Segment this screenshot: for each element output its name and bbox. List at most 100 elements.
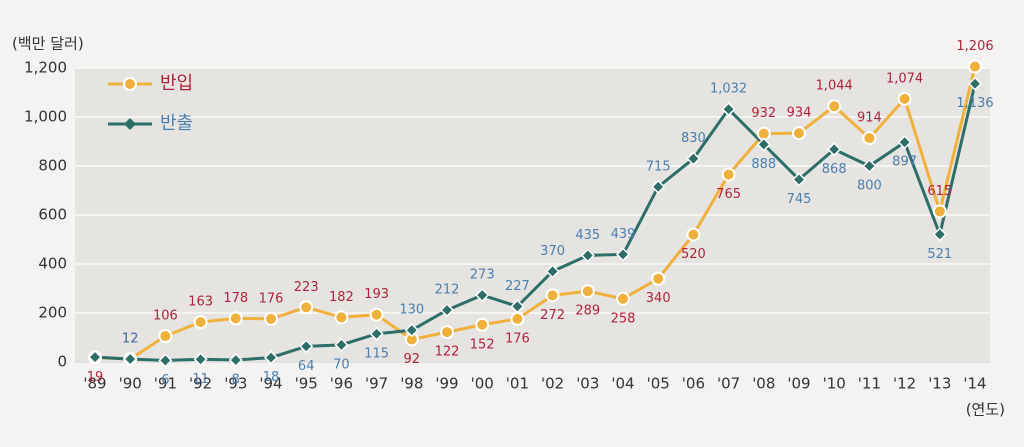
value-label: 520 (681, 247, 706, 262)
point (369, 326, 384, 341)
value-label: 130 (399, 303, 424, 318)
x-tick-label: '99 (435, 375, 458, 393)
point (510, 299, 525, 314)
value-label: 152 (470, 337, 495, 352)
point (193, 352, 208, 367)
value-label: 8 (232, 373, 240, 388)
legend-label: 반출 (160, 113, 193, 134)
value-label: 830 (681, 131, 706, 146)
point (721, 102, 736, 117)
value-label: 715 (646, 159, 671, 174)
point (228, 352, 243, 368)
value-label: 439 (611, 227, 636, 242)
x-tick-label: '94 (259, 375, 282, 393)
value-label: 70 (333, 357, 350, 372)
value-label: 176 (505, 331, 530, 346)
legend-marker (123, 77, 137, 91)
x-tick-label: '13 (928, 375, 951, 393)
x-tick-label: '06 (682, 375, 705, 393)
value-label: 12 (122, 332, 139, 347)
point (123, 351, 138, 367)
x-tick-label: '93 (224, 375, 247, 393)
point (369, 307, 384, 322)
point (932, 227, 947, 242)
value-label: 92 (404, 352, 421, 367)
point (967, 76, 983, 91)
value-label: 18 (263, 370, 280, 385)
point (299, 300, 314, 315)
value-label: 227 (505, 279, 530, 294)
x-tick-label: '03 (576, 375, 599, 393)
point (862, 158, 877, 174)
point (264, 311, 278, 326)
x-tick-label: '08 (752, 375, 775, 393)
x-tick-label: '10 (823, 375, 846, 393)
value-label: 106 (153, 309, 178, 324)
point (475, 288, 490, 303)
y-tick-label: 0 (57, 353, 67, 371)
value-label: 1,136 (956, 96, 993, 111)
point (545, 264, 560, 279)
y-tick-label: 1,000 (24, 108, 67, 126)
legend-marker (124, 118, 136, 130)
y-tick-label: 1,200 (24, 59, 67, 77)
value-label: 897 (892, 155, 917, 170)
x-tick-label: '02 (541, 375, 564, 393)
value-label: 888 (751, 157, 776, 172)
value-label: 340 (646, 291, 671, 306)
point (228, 311, 243, 326)
value-label: 745 (787, 192, 812, 207)
value-label: 800 (857, 179, 882, 194)
x-tick-label: '89 (83, 375, 106, 393)
point (968, 59, 982, 74)
value-label: 258 (611, 311, 636, 326)
x-tick-label: '01 (506, 375, 529, 393)
y-tick-label: 400 (38, 255, 67, 273)
value-label: 11 (192, 372, 209, 387)
point (158, 353, 173, 368)
value-label: 12 (122, 332, 139, 347)
x-tick-label: '00 (471, 375, 494, 393)
x-tick-label: '95 (295, 375, 318, 393)
x-tick-label: '96 (330, 375, 353, 393)
point (756, 137, 771, 152)
value-label: 289 (575, 304, 600, 319)
point (932, 204, 947, 219)
point (686, 227, 701, 242)
value-label: 163 (188, 295, 213, 310)
point (334, 310, 349, 325)
point (897, 135, 912, 150)
point (827, 142, 842, 157)
value-label: 1,032 (710, 82, 747, 97)
point (404, 323, 419, 338)
value-label: 223 (294, 280, 319, 295)
x-tick-label: '92 (189, 375, 212, 393)
x-tick-label: '11 (858, 375, 881, 393)
point (334, 337, 349, 352)
x-tick-label: '12 (893, 375, 916, 393)
value-label: 435 (575, 228, 600, 243)
x-tick-label: '97 (365, 375, 388, 393)
point (510, 311, 525, 326)
y-tick-label: 600 (38, 206, 67, 224)
point (721, 167, 736, 182)
point (616, 291, 630, 306)
value-label: 934 (787, 106, 812, 121)
point (792, 126, 806, 141)
value-label: 64 (298, 359, 315, 374)
value-label: 868 (822, 162, 847, 177)
point (862, 131, 877, 146)
value-label: 178 (223, 291, 248, 306)
x-axis-label: (연도) (966, 401, 1005, 419)
x-tick-label: '91 (154, 375, 177, 393)
point (897, 91, 912, 106)
x-tick-label: '14 (963, 375, 986, 393)
value-label: 932 (751, 106, 776, 121)
value-label: 765 (716, 187, 741, 202)
x-tick-label: '98 (400, 375, 423, 393)
point (439, 302, 455, 318)
point (615, 247, 631, 262)
point (651, 271, 666, 286)
point (299, 339, 314, 354)
